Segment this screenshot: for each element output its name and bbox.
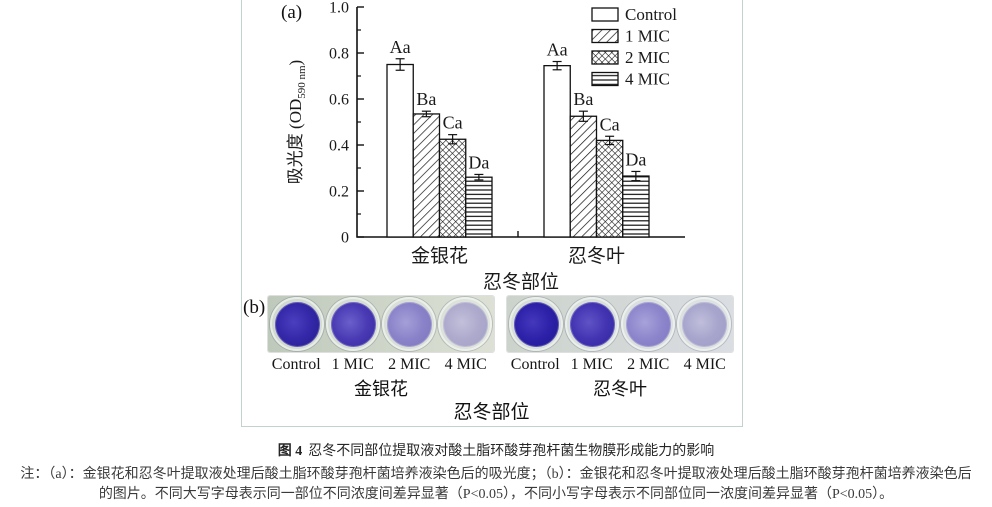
error-bar xyxy=(552,60,562,71)
bar-4MIC-0 xyxy=(465,176,493,238)
y-tick-label: 0.6 xyxy=(329,92,349,109)
well-金银花-1MIC xyxy=(326,297,380,351)
well-liquid xyxy=(513,301,559,347)
biofilm-bar-chart: 00.20.40.60.81.0AaBaCaDa金银花AaBaCaDa忍冬叶忍冬… xyxy=(286,0,685,292)
figure-number: 图 4 xyxy=(277,444,303,459)
well-liquid xyxy=(330,301,376,347)
well-忍冬叶-1MIC xyxy=(565,297,619,351)
note-line-1: 注：（a）：金银花和忍冬叶提取液处理后酸土脂环酸芽孢杆菌培养液染色后的吸光度；（… xyxy=(20,467,972,482)
bar-2MIC-0 xyxy=(438,138,467,238)
y-tick-label: 0.4 xyxy=(329,138,349,155)
well-label: 1 MIC xyxy=(331,356,374,373)
well-金银花-2MIC xyxy=(382,297,436,351)
legend-label: 1 MIC xyxy=(625,27,670,46)
error-bar xyxy=(631,170,641,182)
well-liquid xyxy=(442,301,488,347)
legend-swatch xyxy=(591,50,619,65)
well-label: 4 MIC xyxy=(683,356,726,373)
well-金银花-4MIC xyxy=(438,297,492,351)
x-axis-title: 忍冬部位 xyxy=(483,271,559,292)
error-bar xyxy=(448,134,458,145)
significance-label: Ba xyxy=(416,89,436,109)
legend-label: 4 MIC xyxy=(625,70,670,89)
well-liquid xyxy=(625,301,671,347)
significance-label: Da xyxy=(468,152,489,172)
error-bar xyxy=(421,110,431,118)
significance-label: Aa xyxy=(390,37,411,57)
bar-Control-0 xyxy=(386,63,414,238)
well-label: 4 MIC xyxy=(444,356,487,373)
bar-Control-1 xyxy=(543,65,571,238)
well-label: 1 MIC xyxy=(570,356,613,373)
y-tick-label: 1.0 xyxy=(329,0,349,17)
significance-label: Aa xyxy=(547,40,568,60)
figure-caption: 图 4 忍冬不同部位提取液对酸土脂环酸芽孢杆菌生物膜形成能力的影响 xyxy=(0,440,992,460)
legend-swatch xyxy=(591,28,619,44)
legend-item-2MIC: 2 MIC xyxy=(591,48,670,67)
significance-label: Ca xyxy=(443,113,463,133)
legend-item-Control: Control xyxy=(591,5,677,24)
well-label: Control xyxy=(271,356,321,373)
panel-b-axis-label: 忍冬部位 xyxy=(453,402,530,423)
well-liquid xyxy=(386,301,432,347)
significance-label: Ba xyxy=(573,89,593,109)
bar-2MIC-1 xyxy=(595,139,624,238)
legend-swatch xyxy=(591,7,619,22)
well-liquid xyxy=(274,301,320,347)
legend-item-4MIC: 4 MIC xyxy=(591,70,670,89)
error-bar xyxy=(605,135,615,146)
note-line-2: 的图片。不同大写字母表示同一部位不同浓度间差异显著（P<0.05），不同小写字母… xyxy=(98,487,894,502)
plate-well-labels: Control 1 MIC 2 MIC 4 MIC xyxy=(268,356,494,374)
well-liquid xyxy=(681,301,727,347)
y-tick-label: 0 xyxy=(341,230,349,247)
well-忍冬叶-4MIC xyxy=(677,297,731,351)
bar-1MIC-0 xyxy=(412,113,441,238)
y-tick-label: 0.2 xyxy=(329,184,349,201)
plate-name-right: 忍冬叶 xyxy=(593,379,647,399)
well-金银花-Control xyxy=(270,297,324,351)
well-忍冬叶-2MIC xyxy=(621,297,675,351)
legend-label: Control xyxy=(625,5,677,24)
legend-label: 2 MIC xyxy=(625,48,670,67)
figure-notes: 注：（a）：金银花和忍冬叶提取液处理后酸土脂环酸芽孢杆菌培养液染色后的吸光度；（… xyxy=(0,465,992,505)
error-bar xyxy=(578,110,588,122)
significance-label: Da xyxy=(625,149,646,169)
significance-label: Ca xyxy=(600,114,620,134)
plate-well-labels: Control 1 MIC 2 MIC 4 MIC xyxy=(507,356,733,374)
well-忍冬叶-Control xyxy=(509,297,563,351)
well-label: 2 MIC xyxy=(388,356,431,373)
plate-photo-rendongye xyxy=(507,296,733,352)
well-label: 2 MIC xyxy=(627,356,670,373)
plate-photo-jinyinhua xyxy=(268,296,494,352)
y-tick-label: 0.8 xyxy=(329,46,349,63)
well-label: Control xyxy=(510,356,560,373)
figure-title: 忍冬不同部位提取液对酸土脂环酸芽孢杆菌生物膜形成能力的影响 xyxy=(308,444,715,459)
panel-b-label: (b) xyxy=(243,297,266,318)
plate-name-left: 金银花 xyxy=(354,379,408,399)
well-liquid xyxy=(569,301,615,347)
x-category-label: 忍冬叶 xyxy=(568,245,625,267)
legend-item-1MIC: 1 MIC xyxy=(591,27,670,46)
bar-1MIC-1 xyxy=(569,115,598,238)
legend-swatch xyxy=(591,71,619,87)
bar-4MIC-1 xyxy=(622,175,650,238)
y-axis-title: 吸光度 (OD590 nm) xyxy=(286,60,308,184)
panel-a-label: (a) xyxy=(281,2,303,23)
error-bar xyxy=(395,58,405,71)
error-bar xyxy=(474,173,484,181)
x-category-label: 金银花 xyxy=(411,245,468,267)
